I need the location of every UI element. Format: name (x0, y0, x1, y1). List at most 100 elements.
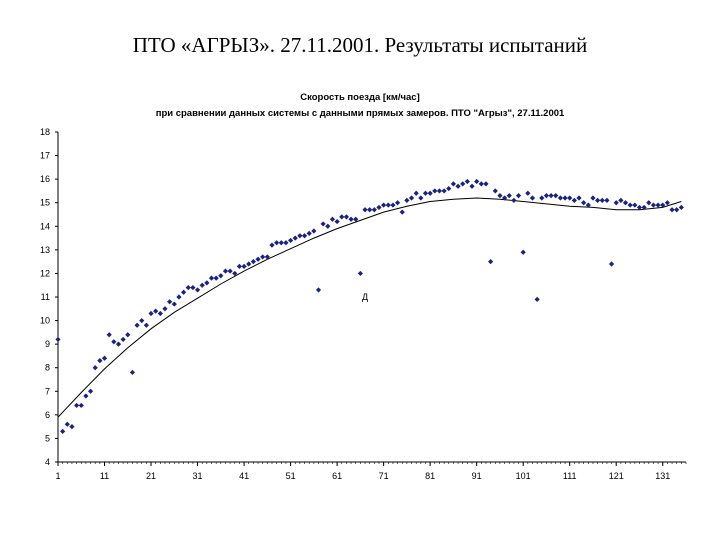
data-point (325, 223, 331, 229)
data-point (660, 202, 666, 208)
data-point (297, 233, 303, 239)
y-tick-label: 11 (41, 292, 50, 302)
y-tick-label: 9 (45, 339, 50, 349)
data-point (111, 339, 117, 345)
data-point (413, 190, 419, 196)
y-tick-label: 17 (40, 151, 50, 161)
data-point (194, 287, 201, 293)
data-point (581, 200, 587, 206)
data-point (669, 207, 675, 213)
annotation-label: Д (362, 292, 368, 302)
data-point (148, 310, 154, 317)
y-tick-label: 13 (40, 245, 50, 255)
data-point (543, 193, 550, 199)
data-point (622, 200, 629, 206)
data-point (515, 193, 522, 199)
data-point (181, 289, 187, 295)
data-point (157, 310, 163, 317)
data-point (492, 188, 498, 194)
data-point (264, 254, 270, 260)
data-point (241, 263, 247, 269)
data-point (278, 240, 284, 246)
data-point (353, 216, 359, 222)
data-point (390, 202, 396, 208)
data-point (474, 178, 480, 185)
x-tick-label: 81 (425, 471, 435, 481)
x-tick-label: 31 (193, 471, 203, 481)
y-tick-label: 6 (45, 410, 50, 420)
data-point (399, 209, 405, 215)
data-point (525, 190, 531, 196)
data-point (436, 188, 443, 194)
data-point (511, 197, 517, 203)
data-point (97, 358, 103, 364)
x-tick-label: 111 (563, 471, 577, 481)
data-point (60, 428, 66, 434)
data-point (595, 197, 601, 203)
data-point (641, 204, 647, 211)
y-tick-label: 12 (40, 268, 50, 278)
data-point (167, 299, 173, 305)
data-point (618, 197, 624, 203)
data-point (539, 195, 545, 201)
chart-title: Скорость поезда [км/час] (300, 92, 420, 103)
y-tick-label: 18 (40, 127, 50, 137)
data-point (320, 221, 326, 227)
data-point (83, 393, 89, 399)
data-point (185, 284, 191, 291)
data-point (571, 197, 577, 203)
data-point (450, 181, 457, 187)
data-point (311, 228, 317, 234)
data-point (283, 240, 289, 246)
data-point (422, 190, 429, 196)
data-point (562, 195, 568, 201)
data-point (315, 287, 322, 293)
data-point (553, 193, 559, 199)
x-tick-label: 121 (609, 471, 624, 481)
data-point (218, 273, 224, 279)
trend-line (57, 197, 682, 418)
data-point (478, 181, 484, 187)
data-point (548, 193, 554, 199)
data-point (650, 202, 657, 208)
data-point (162, 306, 168, 312)
data-point (292, 235, 298, 241)
data-point (171, 301, 177, 307)
data-point (394, 200, 401, 206)
y-tick-label: 7 (45, 386, 50, 396)
data-point (339, 214, 345, 220)
data-point (632, 202, 638, 208)
data-point (227, 268, 233, 274)
trend-line-group (57, 197, 682, 418)
data-point (608, 261, 615, 267)
data-point (585, 202, 591, 208)
data-point (371, 207, 377, 213)
data-point (655, 202, 661, 208)
data-point (464, 178, 470, 185)
data-point (576, 195, 582, 201)
data-point (529, 195, 536, 201)
data-point (385, 202, 391, 208)
data-point (190, 284, 196, 291)
data-point (506, 193, 512, 199)
data-point (208, 275, 215, 281)
data-point (674, 207, 680, 213)
data-point (488, 259, 494, 265)
data-point (557, 195, 563, 201)
data-point (236, 263, 243, 269)
data-point (455, 183, 461, 189)
data-point (483, 181, 489, 187)
data-point (678, 204, 684, 211)
data-point (125, 332, 131, 338)
data-point (646, 200, 652, 206)
data-point (246, 261, 252, 267)
data-point (255, 256, 261, 262)
data-point (232, 270, 238, 277)
data-point (376, 204, 382, 211)
y-tick-label: 4 (45, 457, 50, 467)
y-tick-label: 8 (45, 363, 50, 373)
data-point (301, 233, 308, 239)
data-point (381, 202, 387, 208)
